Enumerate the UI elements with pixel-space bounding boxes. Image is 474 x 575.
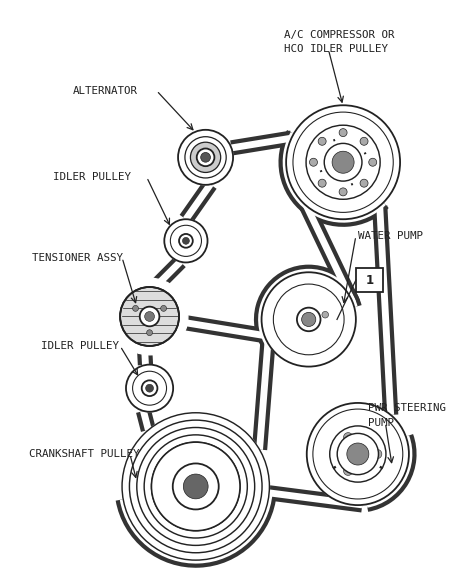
Circle shape: [262, 273, 356, 367]
Circle shape: [306, 125, 380, 200]
Circle shape: [182, 237, 189, 244]
Circle shape: [178, 130, 233, 185]
Circle shape: [191, 142, 221, 172]
Text: PUMP: PUMP: [368, 417, 394, 428]
Circle shape: [330, 426, 386, 482]
Circle shape: [344, 466, 353, 476]
Circle shape: [318, 137, 326, 145]
Circle shape: [201, 152, 210, 162]
Circle shape: [332, 151, 354, 173]
Circle shape: [324, 143, 362, 181]
Circle shape: [179, 234, 193, 248]
Circle shape: [111, 278, 188, 355]
Text: A/C COMPRESSOR OR: A/C COMPRESSOR OR: [284, 29, 395, 40]
Circle shape: [146, 384, 154, 392]
Text: HCO IDLER PULLEY: HCO IDLER PULLEY: [284, 44, 388, 54]
Circle shape: [369, 158, 377, 166]
Circle shape: [339, 188, 347, 196]
Circle shape: [122, 413, 269, 560]
Circle shape: [286, 105, 400, 219]
Circle shape: [145, 312, 155, 321]
Circle shape: [164, 219, 208, 262]
Circle shape: [120, 287, 179, 346]
Circle shape: [339, 129, 347, 137]
Circle shape: [318, 179, 326, 187]
Circle shape: [142, 380, 157, 396]
Circle shape: [183, 474, 208, 499]
Circle shape: [322, 312, 328, 318]
Circle shape: [360, 137, 368, 145]
Circle shape: [126, 365, 173, 412]
Text: IDLER PULLEY: IDLER PULLEY: [42, 341, 119, 351]
Text: TENSIONER ASSY: TENSIONER ASSY: [32, 252, 123, 263]
Text: IDLER PULLEY: IDLER PULLEY: [53, 172, 131, 182]
Text: 1: 1: [365, 274, 374, 286]
Circle shape: [307, 403, 409, 505]
Circle shape: [146, 329, 153, 336]
Circle shape: [173, 463, 219, 509]
Circle shape: [133, 305, 138, 311]
Circle shape: [347, 443, 369, 465]
Circle shape: [310, 158, 318, 166]
Text: CRANKSHAFT PULLEY: CRANKSHAFT PULLEY: [29, 449, 139, 459]
Circle shape: [344, 432, 353, 442]
Text: PWR STEERING: PWR STEERING: [368, 403, 446, 413]
Circle shape: [140, 306, 159, 326]
Circle shape: [152, 442, 240, 531]
Circle shape: [337, 434, 378, 474]
Circle shape: [161, 305, 166, 311]
Text: ALTERNATOR: ALTERNATOR: [73, 86, 138, 95]
Text: WATER PUMP: WATER PUMP: [358, 231, 423, 241]
Circle shape: [297, 308, 320, 331]
Circle shape: [152, 442, 240, 531]
Circle shape: [360, 179, 368, 187]
Circle shape: [197, 148, 214, 166]
Circle shape: [301, 312, 316, 327]
Circle shape: [373, 450, 382, 459]
FancyBboxPatch shape: [356, 269, 383, 292]
